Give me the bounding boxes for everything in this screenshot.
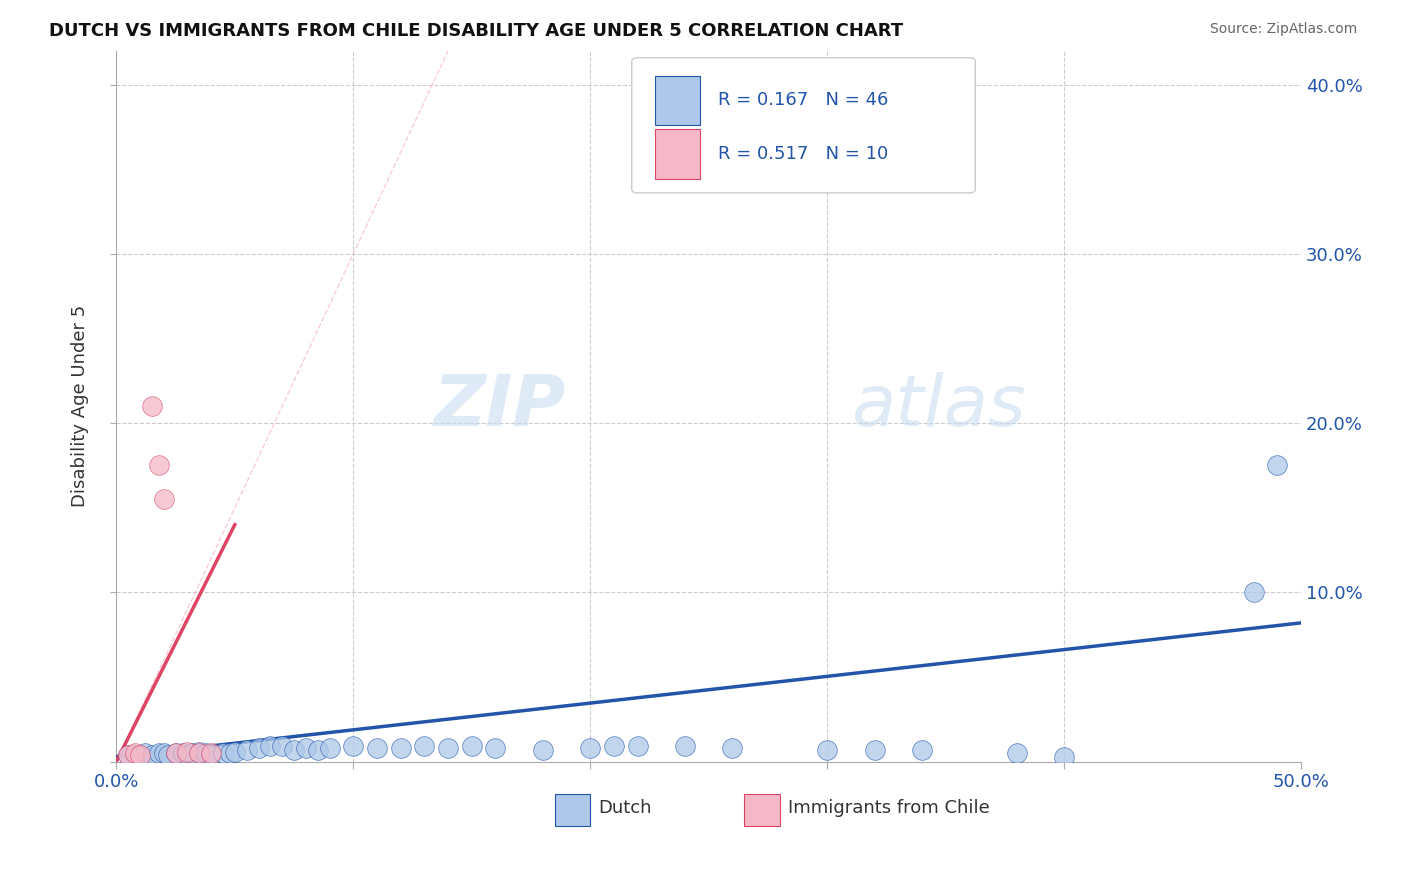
Point (366, 741, 388, 756)
Point (603, 739, 626, 754)
Point (157, 747, 180, 762)
Point (295, 741, 318, 756)
Point (413, 739, 436, 754)
Point (235, 743, 257, 757)
Text: DUTCH VS IMMIGRANTS FROM CHILE DISABILITY AGE UNDER 5 CORRELATION CHART: DUTCH VS IMMIGRANTS FROM CHILE DISABILIT… (49, 22, 903, 40)
Point (815, 743, 838, 757)
FancyBboxPatch shape (655, 76, 700, 126)
Point (219, 746, 242, 760)
Point (259, 739, 281, 754)
Point (172, 746, 194, 760)
Point (271, 739, 294, 754)
Point (124, 747, 146, 762)
FancyBboxPatch shape (744, 794, 780, 826)
Point (911, 743, 934, 757)
Point (181, 746, 204, 760)
Point (579, 741, 602, 756)
Point (863, 743, 886, 757)
Text: ZIP: ZIP (434, 372, 567, 441)
Point (176, 744, 198, 758)
Text: atlas: atlas (851, 372, 1025, 441)
Point (141, 399, 163, 413)
Point (165, 746, 187, 760)
Point (165, 746, 187, 760)
Point (307, 743, 329, 757)
Point (188, 744, 211, 758)
Point (224, 744, 246, 758)
Point (129, 747, 152, 762)
Point (195, 746, 218, 760)
Point (318, 741, 340, 756)
Text: R = 0.517   N = 10: R = 0.517 N = 10 (718, 145, 889, 162)
Point (200, 747, 222, 762)
FancyBboxPatch shape (631, 58, 976, 193)
Point (188, 746, 211, 760)
Point (212, 746, 235, 760)
FancyBboxPatch shape (555, 794, 591, 826)
Text: Source: ZipAtlas.com: Source: ZipAtlas.com (1209, 22, 1357, 37)
Point (721, 741, 744, 756)
Point (148, 458, 170, 473)
Y-axis label: Disability Age Under 5: Disability Age Under 5 (72, 305, 89, 508)
Point (117, 747, 139, 762)
Point (437, 741, 460, 756)
Point (200, 746, 222, 760)
Point (129, 747, 152, 762)
Text: R = 0.167   N = 46: R = 0.167 N = 46 (718, 92, 889, 110)
Point (124, 746, 146, 760)
Point (1243, 585, 1265, 599)
Point (1005, 746, 1028, 760)
Point (152, 492, 174, 507)
Point (531, 743, 554, 757)
Point (117, 747, 139, 762)
Point (148, 746, 170, 760)
Point (342, 739, 364, 754)
Point (134, 746, 156, 760)
Point (627, 739, 650, 754)
Point (176, 747, 198, 762)
Point (389, 741, 412, 756)
Point (141, 747, 163, 762)
Point (1267, 458, 1289, 473)
Point (484, 741, 506, 756)
Point (673, 739, 696, 754)
Point (152, 746, 174, 760)
FancyBboxPatch shape (655, 128, 700, 178)
Point (283, 743, 305, 757)
Text: Immigrants from Chile: Immigrants from Chile (789, 799, 990, 817)
Point (1053, 749, 1076, 764)
Point (247, 741, 270, 756)
Point (461, 739, 484, 754)
Text: Dutch: Dutch (599, 799, 652, 817)
